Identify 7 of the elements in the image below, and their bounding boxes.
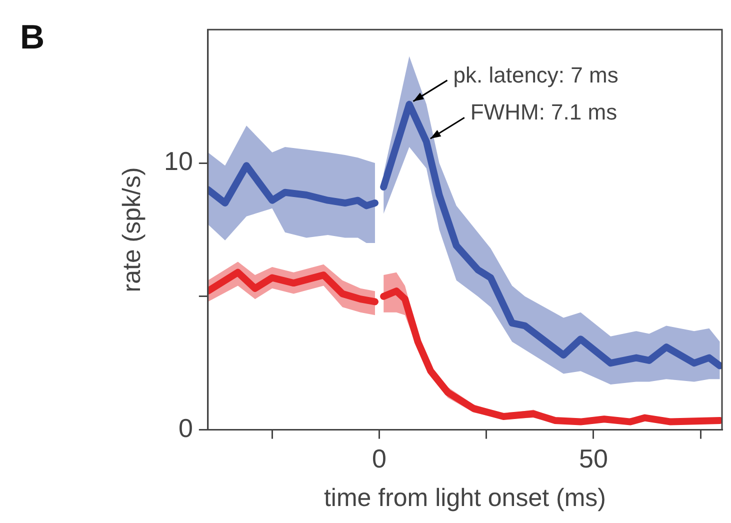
y-tick-label: 10 [164, 146, 193, 176]
annotation: pk. latency: 7 ms [453, 62, 618, 88]
x-axis-title: time from light onset (ms) [324, 484, 606, 512]
y-axis-title: rate (spk/s) [118, 167, 146, 292]
text: B [20, 18, 45, 56]
x-tick-label: 50 [579, 444, 608, 474]
annotation: FWHM: 7.1 ms [470, 100, 618, 125]
